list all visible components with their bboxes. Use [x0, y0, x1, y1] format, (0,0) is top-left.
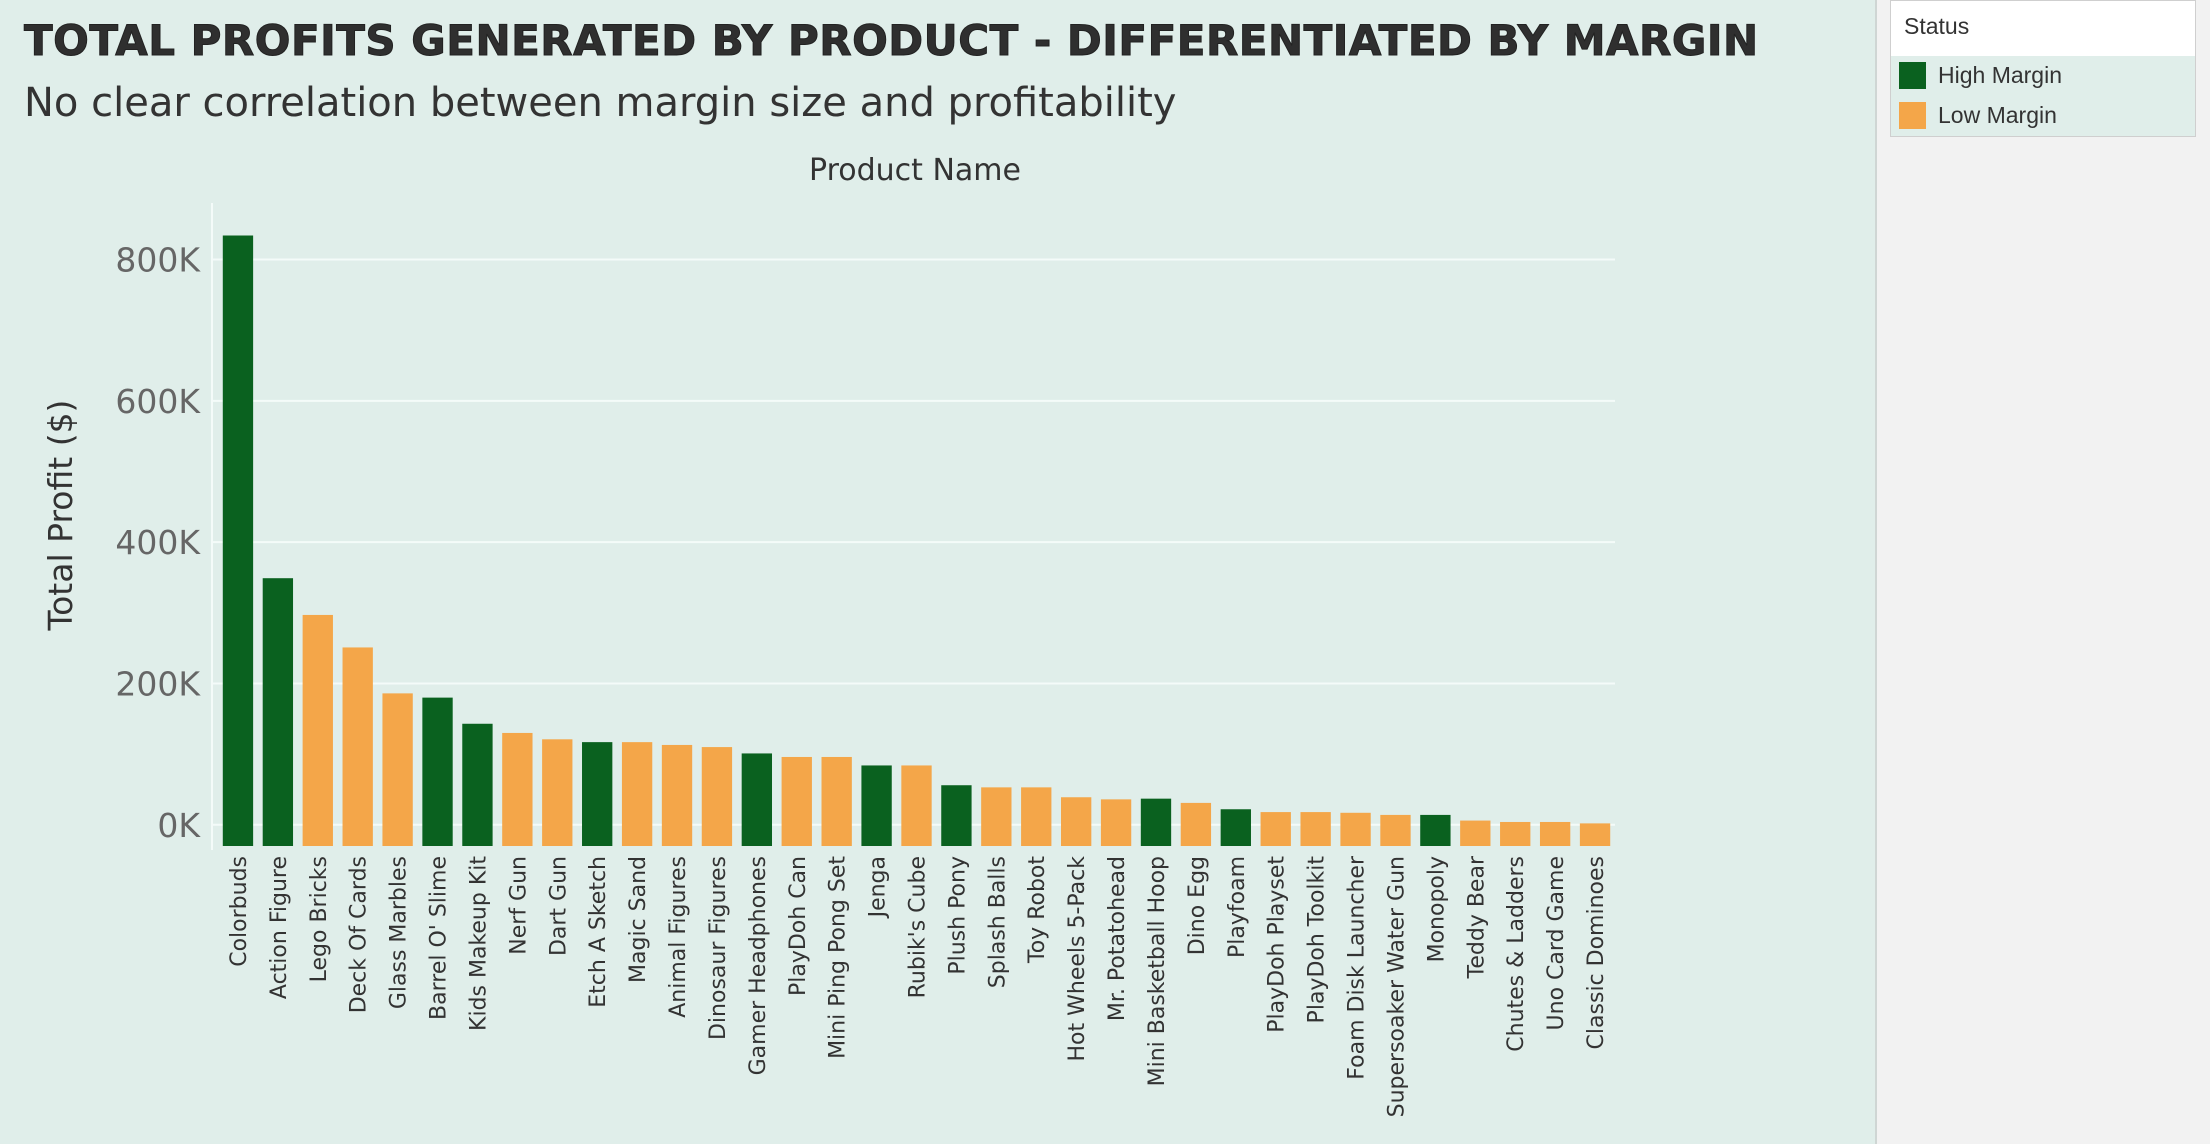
x-tick-label: Animal Figures: [666, 856, 691, 1018]
x-tick-label: Chutes & Ladders: [1504, 856, 1529, 1052]
bar[interactable]: [1460, 820, 1491, 846]
x-tick-label: Plush Pony: [945, 856, 970, 975]
bar[interactable]: [342, 647, 373, 846]
x-tick-label: Barrel O' Slime: [427, 856, 452, 1020]
column-header: Product Name: [809, 153, 1021, 188]
bar[interactable]: [582, 742, 613, 846]
x-tick-label: Etch A Sketch: [586, 856, 611, 1008]
x-tick-label: Lego Bricks: [307, 856, 332, 982]
x-tick-label: Foam Disk Launcher: [1345, 855, 1370, 1080]
bar[interactable]: [542, 739, 573, 846]
bar[interactable]: [502, 732, 533, 846]
x-tick-label: Action Figure: [267, 856, 292, 999]
bar[interactable]: [1539, 821, 1571, 846]
bar[interactable]: [382, 693, 413, 846]
legend-label: High Margin: [1938, 61, 2062, 88]
bar[interactable]: [1300, 812, 1331, 846]
bar[interactable]: [1579, 823, 1611, 846]
bar[interactable]: [1100, 799, 1132, 846]
y-tick-label: 200K: [115, 664, 201, 703]
chart-title: Total Profits Generated by Product - Dif…: [24, 16, 1759, 66]
legend-title: Status: [1904, 13, 1970, 39]
bars: [222, 235, 1611, 846]
x-tick-label: Supersoaker Water Gun: [1384, 856, 1409, 1117]
bar[interactable]: [1500, 821, 1531, 846]
bar[interactable]: [422, 697, 453, 846]
bar[interactable]: [901, 765, 932, 846]
y-axis-ticks: 0K 200K 400K 600K 800K: [115, 241, 201, 845]
bar[interactable]: [981, 787, 1012, 846]
y-tick-label: 600K: [115, 382, 201, 421]
bar[interactable]: [462, 723, 493, 846]
y-tick-label: 800K: [115, 241, 201, 280]
bar[interactable]: [661, 744, 693, 846]
x-tick-label: Hot Wheels 5-Pack: [1065, 856, 1090, 1062]
bar[interactable]: [1380, 814, 1411, 846]
legend-swatch: [1899, 101, 1926, 129]
x-tick-label: Teddy Bear: [1464, 855, 1489, 979]
x-tick-label: Kids Makeup Kit: [466, 856, 491, 1031]
chart-panel: Total Profits Generated by Product - Dif…: [0, 0, 1877, 1144]
y-tick-label: 400K: [115, 523, 201, 562]
bar-chart: Product Name Total Profit ($) 0K 200K 400K…: [41, 153, 1615, 1117]
x-tick-label: Jenga: [866, 856, 891, 919]
bar[interactable]: [302, 614, 333, 846]
bar[interactable]: [1060, 797, 1092, 846]
legend-items: High Margin Low Margin: [1891, 56, 2195, 136]
x-tick-label: PlayDoh Toolkit: [1305, 856, 1330, 1024]
x-tick-label: Classic Dominoes: [1584, 856, 1609, 1049]
x-tick-label: Splash Balls: [985, 856, 1010, 988]
bar[interactable]: [1180, 802, 1212, 846]
bar[interactable]: [701, 747, 733, 846]
x-tick-label: Deck Of Cards: [347, 856, 372, 1013]
x-tick-label: Playfoam: [1225, 856, 1250, 958]
y-axis-label: Total Profit ($): [41, 400, 80, 632]
bar[interactable]: [1220, 809, 1251, 846]
x-tick-label: Colorbuds: [227, 856, 252, 967]
x-tick-label: Mini Ping Pong Set: [826, 856, 851, 1059]
x-tick-label: Glass Marbles: [387, 856, 412, 1009]
x-tick-label: Dino Egg: [1185, 856, 1210, 955]
x-tick-label: PlayDoh Can: [786, 856, 811, 996]
x-tick-label: Nerf Gun: [506, 856, 531, 955]
x-tick-label: Dart Gun: [546, 856, 571, 956]
legend: Status High Margin Low Margin: [1890, 0, 2196, 137]
bar[interactable]: [1140, 798, 1172, 846]
legend-swatch: [1899, 61, 1926, 89]
y-tick-label: 0K: [157, 806, 201, 845]
bar[interactable]: [222, 235, 254, 846]
bar[interactable]: [861, 765, 892, 846]
x-tick-label: Mini Basketball Hoop: [1145, 856, 1170, 1086]
x-tick-label: Magic Sand: [626, 856, 651, 983]
x-tick-label: Uno Card Game: [1544, 856, 1569, 1030]
x-tick-label: PlayDoh Playset: [1265, 856, 1290, 1033]
bar[interactable]: [1021, 787, 1052, 846]
x-tick-label: Rubik's Cube: [906, 856, 931, 998]
bar[interactable]: [741, 753, 773, 846]
chart-subtitle: No clear correlation between margin size…: [24, 80, 1177, 126]
x-axis-labels: Colorbuds Action Figure Lego Bricks Deck Of…: [227, 855, 1609, 1117]
x-tick-label: Gamer Headphones: [746, 856, 771, 1075]
x-tick-label: Mr. Potatohead: [1105, 856, 1130, 1021]
legend-item-high-margin[interactable]: High Margin: [1899, 58, 2062, 92]
bar[interactable]: [1420, 814, 1451, 846]
bar[interactable]: [1340, 812, 1371, 846]
legend-item-low-margin[interactable]: Low Margin: [1899, 98, 2057, 132]
bar[interactable]: [1260, 812, 1291, 846]
bar[interactable]: [781, 756, 812, 846]
x-tick-label: Monopoly: [1424, 856, 1449, 962]
bar[interactable]: [821, 756, 852, 846]
x-tick-label: Dinosaur Figures: [706, 856, 731, 1040]
bar[interactable]: [262, 578, 294, 846]
legend-label: Low Margin: [1938, 101, 2057, 128]
x-tick-label: Toy Robot: [1025, 856, 1050, 964]
bar[interactable]: [621, 742, 653, 846]
bar[interactable]: [941, 785, 972, 846]
